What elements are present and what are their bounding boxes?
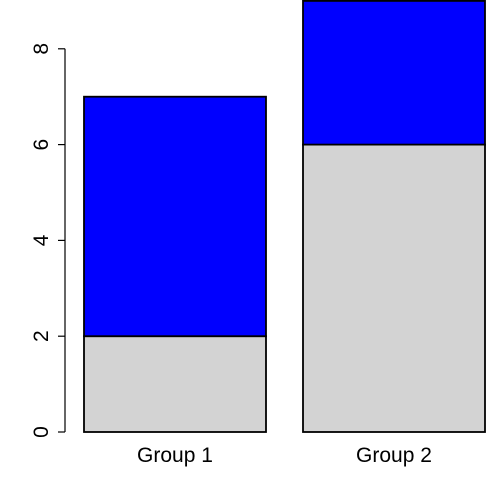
bars-group xyxy=(83,0,486,433)
x-category-label: Group 2 xyxy=(356,444,432,467)
x-category-label: Group 1 xyxy=(137,444,213,467)
y-tick-label: 2 xyxy=(30,330,53,342)
bar-segment-group2-series1 xyxy=(302,143,486,433)
x-axis-labels: Group 1 Group 2 xyxy=(137,444,432,467)
bar-segment-group1-series1 xyxy=(83,335,267,433)
y-tick-label: 0 xyxy=(30,426,53,438)
y-tick-label: 8 xyxy=(30,43,53,55)
y-tick-label: 6 xyxy=(30,139,53,151)
bar-segment-group1-series2 xyxy=(83,95,267,338)
bar-segment-group2-series2 xyxy=(302,0,486,146)
y-tick-label: 4 xyxy=(30,234,53,246)
y-axis: 0 2 4 6 8 xyxy=(30,43,66,438)
